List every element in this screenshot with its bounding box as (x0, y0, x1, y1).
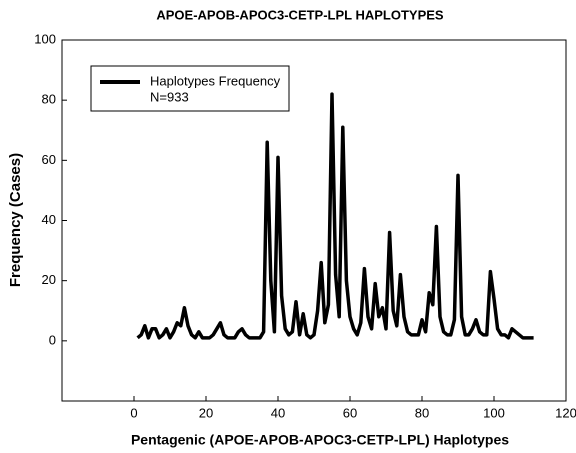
y-tick-label: 0 (49, 332, 56, 347)
chart-title: APOE-APOB-APOC3-CETP-LPL HAPLOTYPES (156, 7, 444, 22)
data-line (136, 92, 534, 340)
annotation: N=933 (150, 89, 189, 104)
y-tick-label: 80 (42, 92, 56, 107)
x-tick-label: 0 (130, 405, 137, 420)
x-tick-label: 120 (555, 405, 576, 420)
x-axis-label: Pentagenic (APOE-APOB-APOC3-CETP-LPL) Ha… (131, 432, 509, 448)
y-tick-label: 60 (42, 152, 56, 167)
x-tick-label: 40 (271, 405, 285, 420)
y-tick-label: 20 (42, 272, 56, 287)
x-tick-label: 80 (415, 405, 429, 420)
legend-label: Haplotypes Frequency (150, 73, 281, 88)
x-tick-label: 100 (483, 405, 505, 420)
y-tick-label: 100 (34, 31, 56, 46)
legend-box (90, 65, 290, 112)
y-tick-label: 40 (42, 212, 56, 227)
y-axis-label: Frequency (Cases) (7, 153, 24, 287)
x-tick-label: 60 (343, 405, 357, 420)
x-tick-label: 20 (199, 405, 213, 420)
